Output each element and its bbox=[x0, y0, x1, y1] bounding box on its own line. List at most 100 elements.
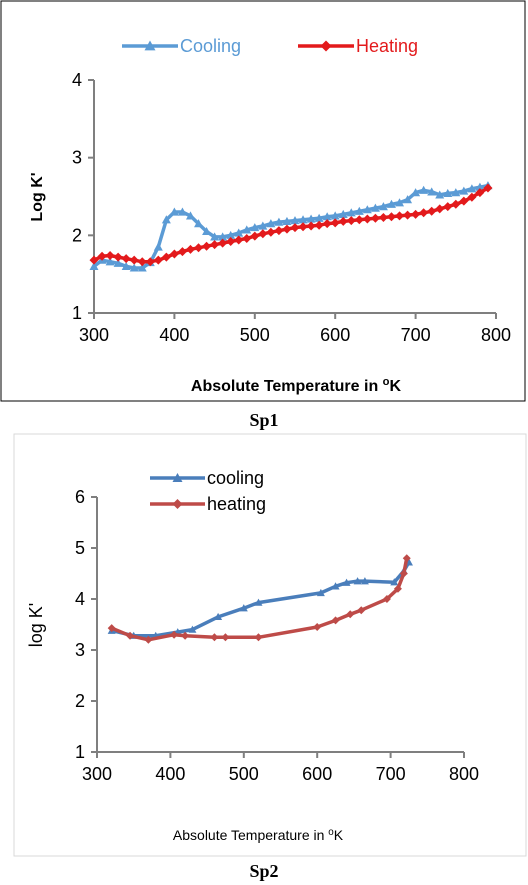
chart1-series-heating-point bbox=[282, 224, 292, 234]
chart1-series-heating-point bbox=[330, 218, 340, 228]
chart1-series-heating-point bbox=[113, 252, 123, 262]
chart1-series-heating-point bbox=[459, 196, 469, 206]
chart2-x-tick-label: 300 bbox=[82, 764, 112, 784]
chart1-series-heating-point bbox=[483, 183, 493, 193]
chart2-border bbox=[13, 433, 527, 857]
chart1-series-heating-point bbox=[346, 216, 356, 226]
chart1-series-cooling-point bbox=[161, 215, 171, 224]
chart1-legend-cooling-label: Cooling bbox=[180, 36, 241, 56]
chart1-series-cooling-point bbox=[378, 202, 388, 211]
chart1-series-cooling-point bbox=[137, 263, 147, 272]
chart1-y-tick-label: 4 bbox=[72, 70, 82, 90]
chart2-x-tick-label: 800 bbox=[449, 764, 479, 784]
chart2: 1 2 3 4 5 6 300 400 500 600 700 800 Absolute Tempera… bbox=[26, 468, 479, 843]
chart1-series-heating-point bbox=[419, 208, 429, 218]
chart1-series-heating-point bbox=[451, 199, 461, 209]
chart1-series-cooling-point bbox=[306, 214, 316, 223]
chart1-series-heating-point bbox=[234, 235, 244, 245]
chart1-series-cooling-point bbox=[386, 199, 396, 208]
chart2-y-tick-label: 6 bbox=[75, 487, 85, 507]
chart1-series-cooling-point bbox=[250, 223, 260, 232]
chart1-series-heating-point bbox=[427, 206, 437, 216]
chart1-series-cooling-point bbox=[411, 188, 421, 197]
chart1-series-heating-point bbox=[435, 204, 445, 214]
chart1-series-cooling-point bbox=[298, 215, 308, 224]
chart1-series-heating-point bbox=[153, 255, 163, 265]
chart1-series-heating-point bbox=[226, 237, 236, 247]
chart1-series-cooling-point bbox=[443, 188, 453, 197]
chart1-series-heating-point bbox=[370, 213, 380, 223]
chart1-series-heating-point bbox=[475, 188, 485, 198]
chart1-x-tick-label: 300 bbox=[79, 325, 109, 345]
chart1-series-heating-point bbox=[362, 214, 372, 224]
chart1-series-cooling-point bbox=[354, 206, 364, 215]
chart1-series-cooling-point bbox=[129, 263, 139, 272]
chart1-series-heating-point bbox=[105, 251, 115, 261]
chart1-caption: Sp1 bbox=[249, 410, 278, 430]
chart1: 1 2 3 4 300 400 500 600 700 800 Absolute Temperatu… bbox=[29, 36, 511, 395]
chart2-y-tick-label: 4 bbox=[75, 589, 85, 609]
chart1-series-heating-point bbox=[403, 210, 413, 220]
chart1-y-axis-title: Log K' bbox=[29, 172, 46, 221]
chart1-series-cooling-point bbox=[185, 211, 195, 220]
chart2-x-tick-label: 500 bbox=[229, 764, 259, 784]
chart2-series-cooling-point bbox=[353, 577, 362, 585]
chart2-series-cooling-point bbox=[188, 625, 197, 633]
chart2-series-heating-point bbox=[144, 635, 153, 644]
chart2-series-cooling-point bbox=[254, 598, 263, 606]
chart1-series-heating-point bbox=[378, 212, 388, 222]
chart2-series-heating-point bbox=[346, 610, 355, 619]
chart1-series-heating-point bbox=[185, 244, 195, 254]
chart1-series-cooling-point bbox=[194, 219, 204, 228]
chart1-series-cooling-point bbox=[210, 232, 220, 241]
chart2-series-heating-point bbox=[393, 584, 402, 593]
chart1-y-tick-label: 2 bbox=[72, 225, 82, 245]
chart2-x-tick-label: 600 bbox=[302, 764, 332, 784]
chart1-series-cooling-point bbox=[234, 228, 244, 237]
chart1-series-cooling-point bbox=[89, 261, 99, 270]
chart2-series-cooling-point bbox=[360, 577, 369, 585]
chart1-series-cooling-point bbox=[169, 207, 179, 216]
chart1-series-cooling-point bbox=[322, 212, 332, 221]
chart1-series-heating-point bbox=[202, 241, 212, 251]
chart1-x-axis-title: Absolute Temperature in oK bbox=[191, 376, 402, 395]
chart1-series-cooling-point bbox=[226, 230, 236, 239]
chart1-x-tick-label: 500 bbox=[240, 325, 270, 345]
chart2-series-heating-point bbox=[399, 569, 408, 578]
chart1-series-heating-point bbox=[298, 222, 308, 232]
chart2-series-cooling-point bbox=[316, 588, 325, 597]
chart1-series-heating-point bbox=[467, 192, 477, 202]
chart1-series-cooling-point bbox=[105, 257, 115, 266]
chart2-caption: Sp2 bbox=[249, 861, 278, 881]
chart1-x-tick-label: 600 bbox=[320, 325, 350, 345]
chart1-series-heating-point bbox=[161, 252, 171, 262]
chart1-series-heating-point bbox=[354, 215, 364, 225]
chart1-series-cooling-point bbox=[274, 217, 284, 226]
chart1-series-cooling-point bbox=[346, 208, 356, 217]
chart2-series-cooling-point bbox=[331, 582, 340, 590]
chart2-series-heating-point bbox=[210, 633, 219, 642]
chart2-legend-heating-marker bbox=[172, 499, 183, 509]
chart2-x-tick-label: 700 bbox=[376, 764, 406, 784]
chart1-series-heating-point bbox=[97, 251, 107, 261]
chart2-y-tick-label: 5 bbox=[75, 538, 85, 558]
chart1-series-cooling-point bbox=[395, 198, 405, 207]
chart1-series-cooling-point bbox=[370, 203, 380, 212]
chart1-series-heating-point bbox=[210, 240, 220, 250]
chart1-series-heating-point bbox=[177, 247, 187, 257]
chart2-series-heating-point bbox=[402, 554, 411, 563]
chart2-y-tick-label: 3 bbox=[75, 640, 85, 660]
chart2-series-cooling-point bbox=[214, 612, 223, 621]
chart1-series-cooling-point bbox=[467, 184, 477, 193]
chart1-series-heating-point bbox=[266, 227, 276, 237]
chart1-series-heating-point bbox=[129, 255, 139, 265]
chart2-series-cooling-point bbox=[239, 604, 248, 612]
chart1-legend-heating-marker bbox=[320, 40, 332, 52]
chart1-series-cooling-point bbox=[113, 258, 123, 267]
chart1-series-cooling-point bbox=[121, 261, 131, 270]
chart1-series-heating-point bbox=[218, 238, 228, 248]
chart1-y-tick-label: 3 bbox=[72, 148, 82, 168]
chart1-series-heating-point bbox=[411, 209, 421, 219]
